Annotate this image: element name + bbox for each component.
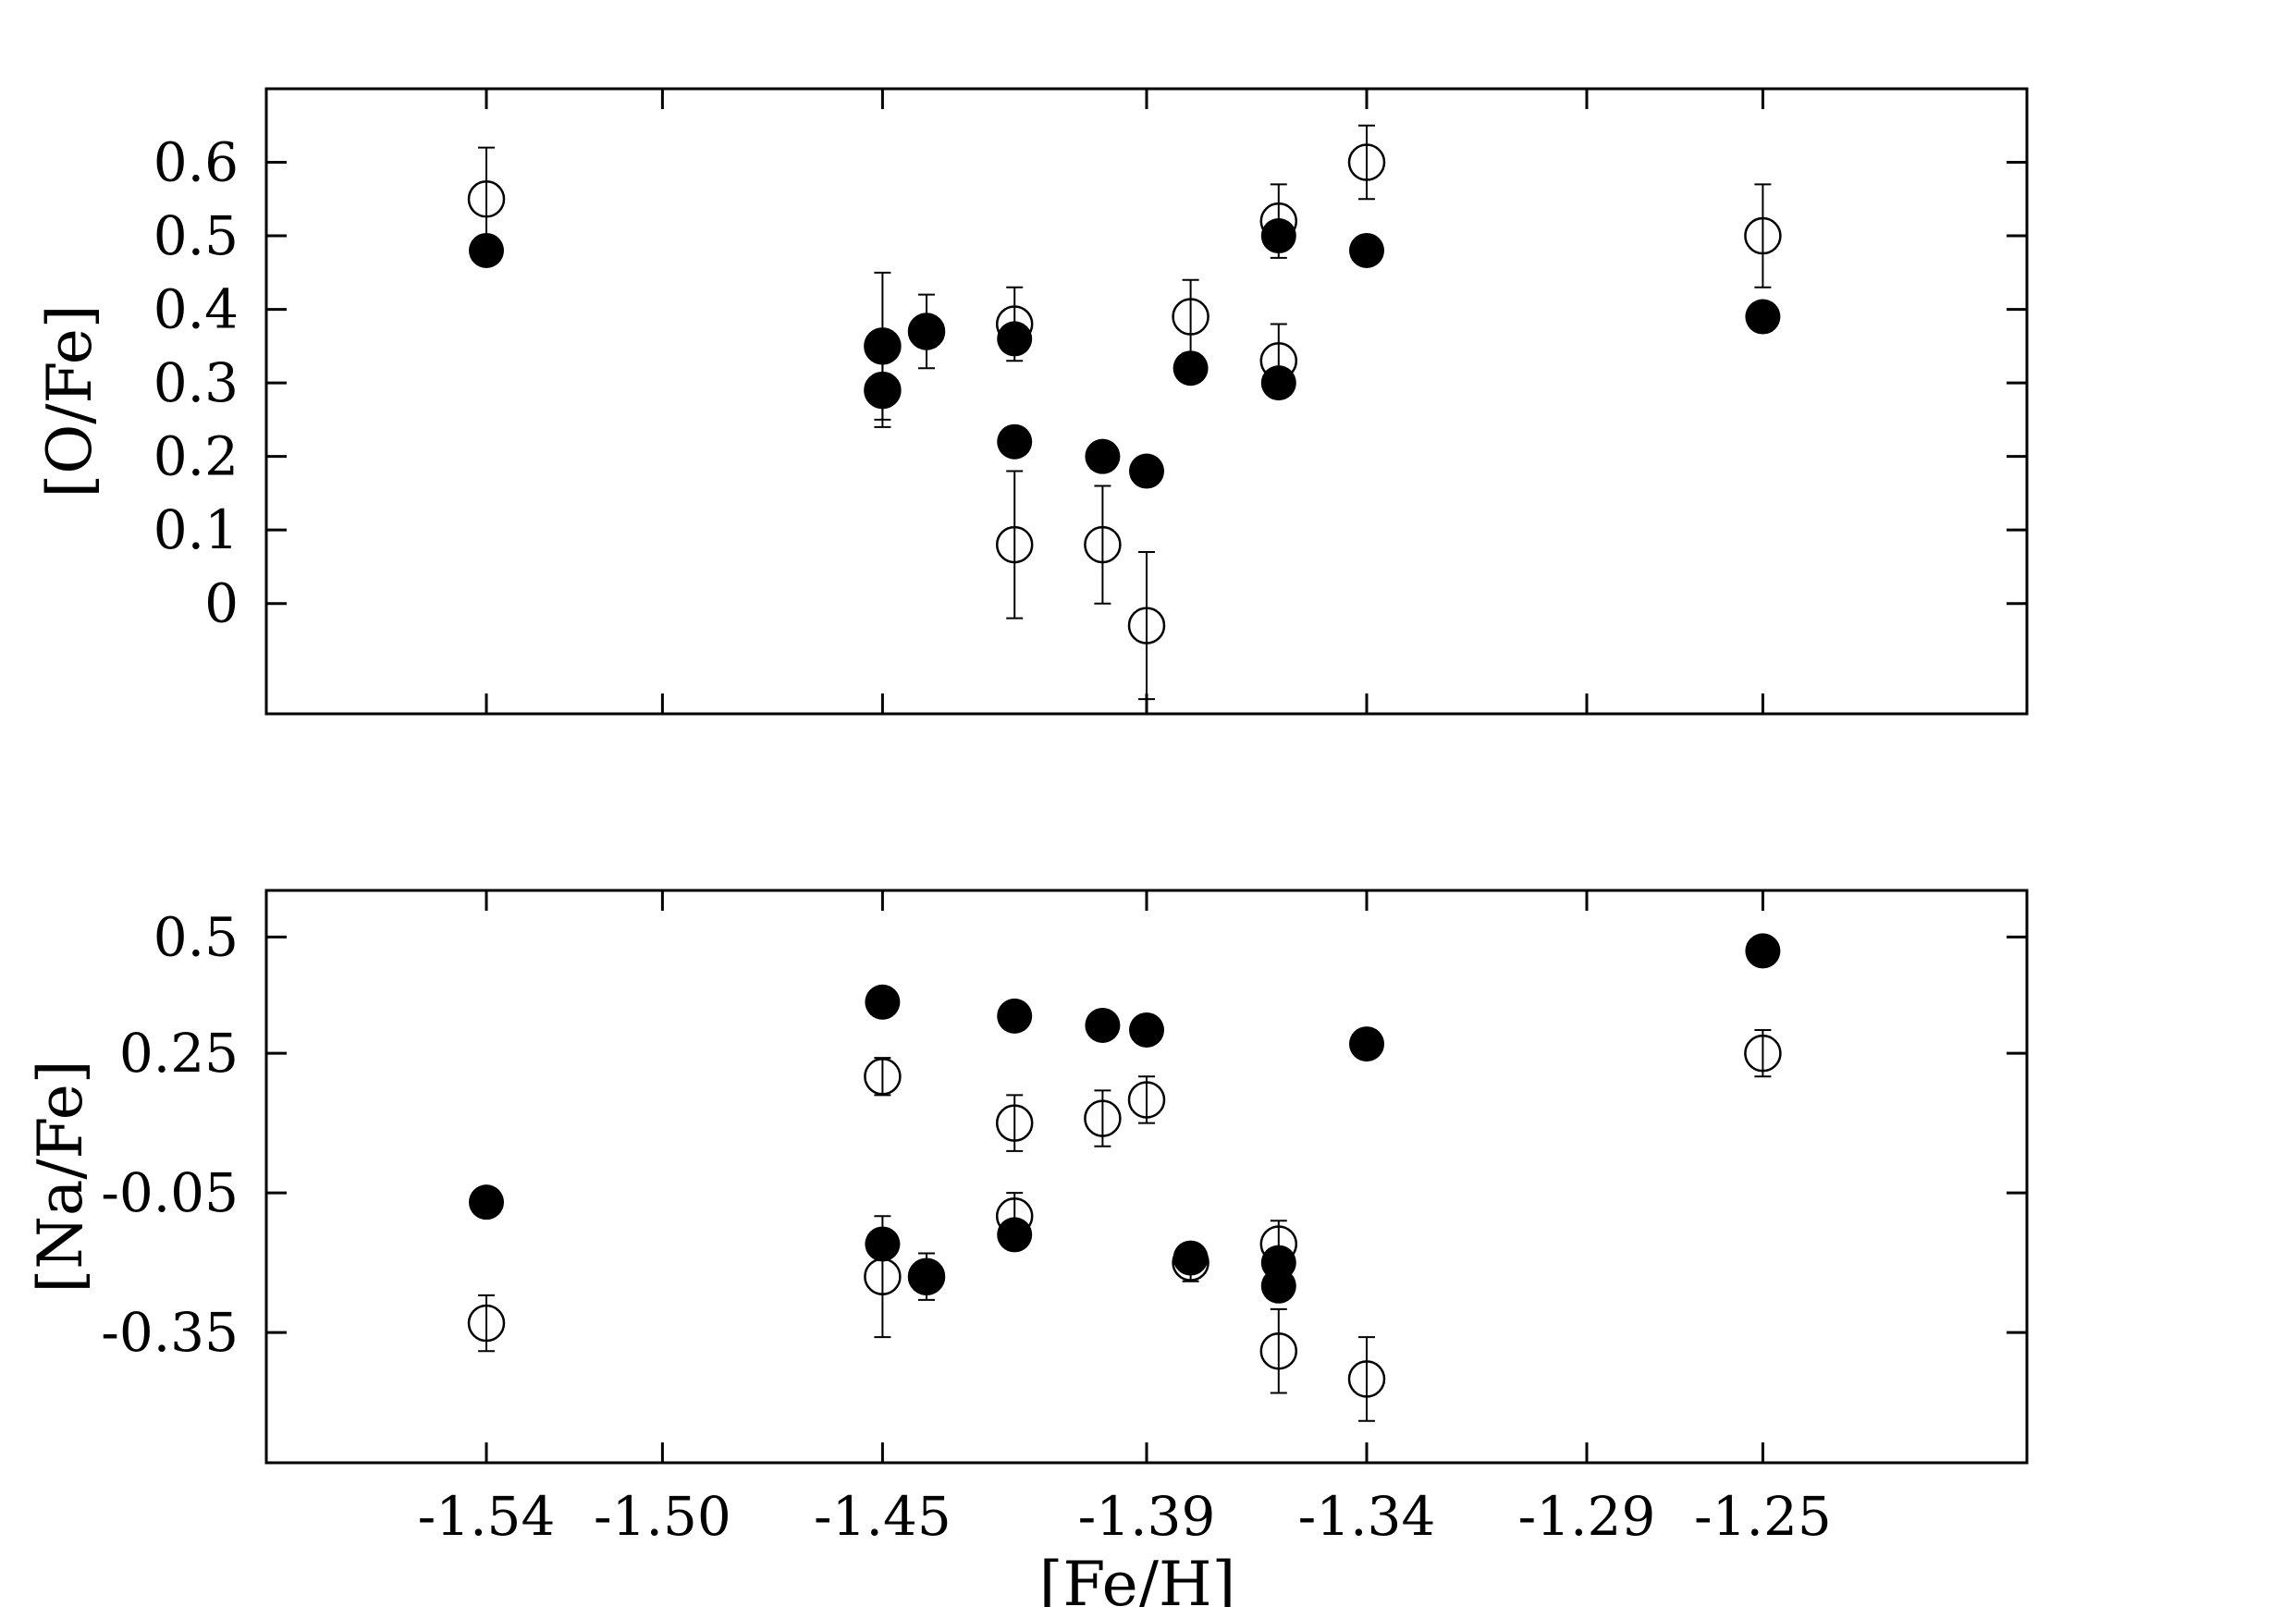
x-tick-label: -1.34 bbox=[1298, 1485, 1436, 1548]
open-data-point bbox=[1127, 1081, 1166, 1119]
open-data-point bbox=[1744, 216, 1782, 255]
y-axis-label: [O/Fe] bbox=[34, 304, 105, 497]
open-data-point bbox=[864, 1058, 902, 1096]
open-data-point bbox=[864, 371, 902, 410]
filled-data-point bbox=[1745, 299, 1781, 335]
x-axis-label: [Fe/H] bbox=[1039, 1549, 1236, 1607]
y-tick-label: 0.5 bbox=[153, 905, 239, 968]
open-data-point bbox=[907, 1257, 946, 1295]
open-data-point bbox=[995, 305, 1034, 343]
open-data-point bbox=[907, 313, 946, 350]
filled-data-point bbox=[997, 998, 1033, 1034]
open-data-point bbox=[864, 1257, 902, 1295]
oxygen-panel: 0 0.1 0.2 0.3 0.4 0.5 0.6 [O/Fe] bbox=[34, 87, 2029, 716]
open-data-point bbox=[1347, 143, 1386, 181]
open-data-point bbox=[1172, 1244, 1209, 1282]
filled-data-point bbox=[1085, 438, 1121, 474]
y-tick-label: 0.4 bbox=[153, 278, 239, 341]
y-tick-label: 0.25 bbox=[119, 1022, 239, 1085]
y-tick-label: 0.1 bbox=[153, 498, 239, 561]
open-data-point bbox=[467, 180, 506, 218]
y-tick-label: -0.05 bbox=[101, 1161, 239, 1224]
open-data-point bbox=[1259, 1331, 1298, 1370]
open-data-point bbox=[995, 525, 1034, 564]
filled-data-point bbox=[1129, 453, 1164, 489]
y-tick-label: 0.5 bbox=[153, 204, 239, 267]
plot-frame bbox=[264, 889, 2029, 1465]
open-data-point bbox=[1259, 202, 1298, 240]
y-tick-label: 0.6 bbox=[153, 131, 239, 194]
open-data-point bbox=[1347, 1360, 1386, 1398]
open-data-point bbox=[1259, 342, 1298, 380]
filled-data-point bbox=[1349, 232, 1384, 268]
sodium-panel: -1.54 -1.50 -1.45 -1.39 -1.34 -1.29 -1.25 -0.35… bbox=[25, 889, 2029, 1607]
x-tick-label: -1.50 bbox=[594, 1485, 731, 1548]
filled-data-point bbox=[997, 423, 1033, 460]
filled-data-point bbox=[1085, 1007, 1121, 1043]
y-tick-label: 0.3 bbox=[153, 351, 239, 414]
filled-data-point bbox=[1173, 350, 1209, 386]
filled-data-point bbox=[469, 1184, 504, 1221]
x-tick-label: -1.54 bbox=[418, 1485, 556, 1548]
y-tick-label: -0.35 bbox=[101, 1301, 239, 1364]
filled-data-point bbox=[865, 984, 901, 1020]
filled-data-point bbox=[1745, 933, 1781, 969]
open-data-point bbox=[995, 1104, 1034, 1142]
filled-data-point bbox=[1129, 1012, 1164, 1048]
open-data-point bbox=[467, 1304, 506, 1343]
x-tick-label: -1.39 bbox=[1078, 1485, 1216, 1548]
x-tick-label: -1.45 bbox=[814, 1485, 952, 1548]
open-data-point bbox=[1744, 1034, 1782, 1073]
x-tick-label: -1.25 bbox=[1694, 1485, 1832, 1548]
open-data-point bbox=[995, 1197, 1034, 1235]
open-data-point bbox=[1084, 525, 1122, 564]
x-tick-label: -1.29 bbox=[1518, 1485, 1656, 1548]
open-data-point bbox=[1259, 1225, 1298, 1263]
filled-data-point bbox=[1349, 1026, 1384, 1062]
y-tick-label: 0.2 bbox=[153, 425, 239, 488]
y-tick-label: 0 bbox=[204, 572, 239, 635]
open-data-point bbox=[1172, 298, 1209, 336]
open-data-point bbox=[1084, 1099, 1122, 1137]
y-axis-label: [Na/Fe] bbox=[25, 1060, 96, 1293]
filled-data-point bbox=[1260, 1268, 1296, 1304]
open-data-point bbox=[1127, 607, 1166, 644]
